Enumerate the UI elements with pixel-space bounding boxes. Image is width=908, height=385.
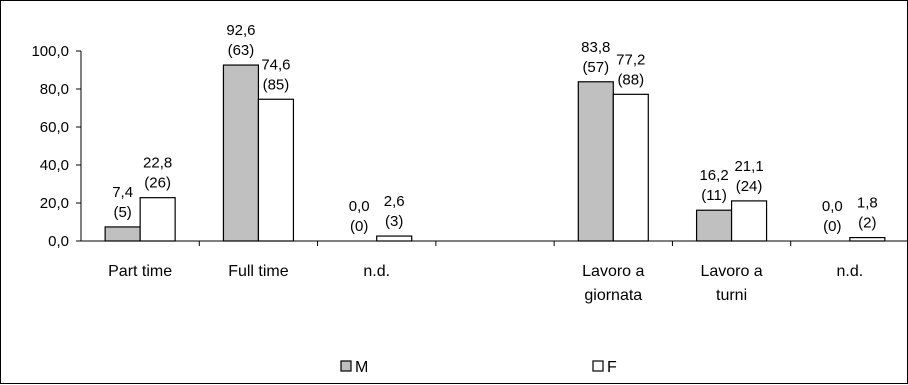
category-label: n.d.	[837, 263, 864, 280]
bar-f	[376, 235, 413, 242]
legend-swatch-m	[340, 360, 352, 372]
bar-f	[139, 197, 176, 242]
bar-m	[577, 81, 614, 242]
bar-m	[695, 209, 733, 242]
y-tick-label: 20,0	[40, 195, 69, 212]
y-tick-label: 80,0	[40, 81, 69, 98]
data-value-label: 16,2	[699, 167, 728, 184]
data-count-label: (11)	[701, 187, 727, 204]
data-value-label: 83,8	[581, 39, 610, 56]
data-count-label: (88)	[617, 71, 644, 88]
data-count-label: (26)	[144, 175, 171, 192]
data-value-label: 0,0	[349, 198, 370, 215]
data-count-label: (0)	[823, 218, 841, 235]
category-label: Full time	[228, 263, 289, 280]
data-count-label: (3)	[385, 213, 403, 230]
y-tick-label: 100,0	[31, 43, 69, 60]
data-count-label: (85)	[263, 76, 290, 93]
data-count-label: (2)	[858, 215, 876, 232]
legend-swatch-f	[592, 360, 604, 372]
legend-label: M	[355, 359, 368, 376]
y-tick-label: 0,0	[48, 233, 69, 250]
category-label: turni	[716, 287, 747, 304]
data-value-label: 92,6	[226, 22, 255, 39]
bar-f	[730, 200, 768, 242]
data-count-label: (57)	[582, 59, 609, 76]
data-value-label: 74,6	[261, 56, 290, 73]
data-count-label: (24)	[736, 178, 763, 195]
category-label: Lavoro a	[582, 263, 644, 280]
bar-m	[222, 64, 260, 242]
bar-m	[104, 226, 141, 242]
data-count-label: (0)	[350, 218, 368, 235]
bar-f	[849, 236, 886, 242]
legend-label: F	[607, 359, 617, 376]
data-value-label: 2,6	[384, 193, 405, 210]
category-label: Lavoro a	[700, 263, 762, 280]
category-label: n.d.	[363, 263, 390, 280]
data-count-label: (5)	[113, 204, 131, 221]
y-tick-label: 60,0	[40, 119, 69, 136]
y-tick-label: 40,0	[40, 157, 69, 174]
data-value-label: 1,8	[857, 195, 878, 212]
category-label: giornata	[584, 287, 642, 304]
data-value-label: 0,0	[822, 198, 843, 215]
data-value-label: 7,4	[112, 184, 133, 201]
bar-f	[257, 98, 295, 242]
data-count-label: (63)	[228, 42, 255, 59]
category-label: Part time	[108, 263, 172, 280]
data-value-label: 21,1	[734, 158, 763, 175]
bar-f	[612, 93, 649, 242]
data-value-label: 77,2	[616, 51, 645, 68]
data-value-label: 22,8	[143, 155, 172, 172]
